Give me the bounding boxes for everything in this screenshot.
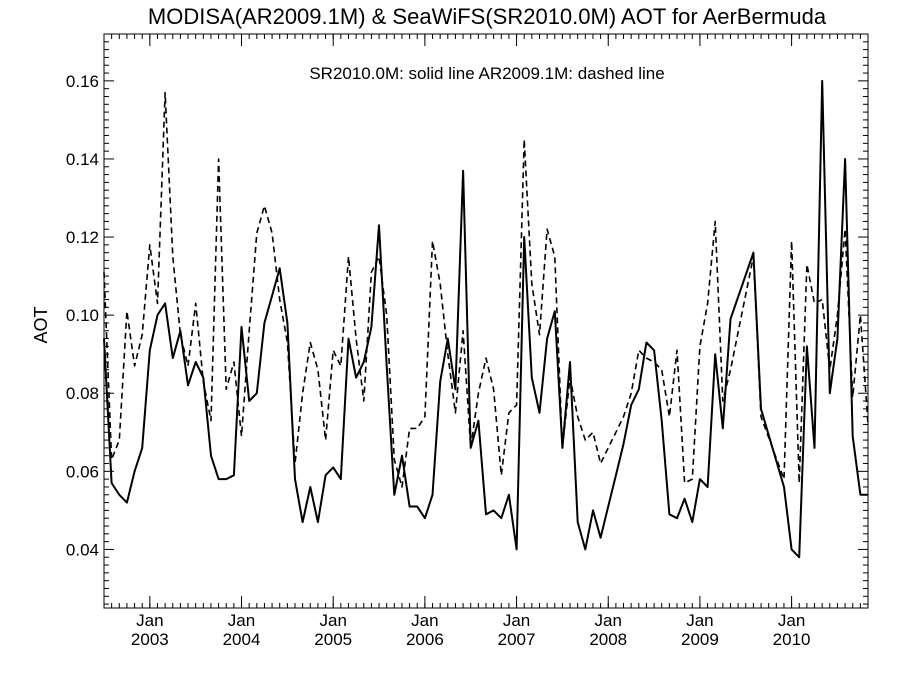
x-tick-year-label: 2008 <box>589 630 627 649</box>
series-line-solid <box>103 79 868 559</box>
x-tick-month-label: Jan <box>503 611 530 630</box>
legend-annotation: SR2010.0M: solid line AR2009.1M: dashed … <box>309 64 664 83</box>
x-tick-month-label: Jan <box>136 611 163 630</box>
y-tick-label: 0.08 <box>66 384 99 403</box>
x-tick-labels: Jan2003Jan2004Jan2005Jan2006Jan2007Jan20… <box>131 611 811 649</box>
x-tick-year-label: 2004 <box>223 630 261 649</box>
series-lines <box>103 79 869 559</box>
plot-frame <box>103 33 869 609</box>
y-tick-label: 0.14 <box>66 150 99 169</box>
y-tick-label: 0.12 <box>66 228 99 247</box>
y-tick-labels: 0.04 0.06 0.08 0.10 0.12 0.14 0.16 <box>66 72 99 560</box>
x-tick-month-label: Jan <box>228 611 255 630</box>
y-tick-label: 0.10 <box>66 306 99 325</box>
chart-title: MODISA(AR2009.1M) & SeaWiFS(SR2010.0M) A… <box>148 4 827 29</box>
x-tick-year-label: 2007 <box>498 630 536 649</box>
x-tick-month-label: Jan <box>778 611 805 630</box>
y-tick-label: 0.16 <box>66 72 99 91</box>
x-tick-month-label: Jan <box>319 611 346 630</box>
series-line-dashed <box>103 91 869 488</box>
x-tick-year-label: 2010 <box>773 630 811 649</box>
y-axis-label: AOT <box>31 306 51 343</box>
x-tick-year-label: 2006 <box>406 630 444 649</box>
x-tick-year-label: 2003 <box>131 630 169 649</box>
x-tick-year-label: 2009 <box>681 630 719 649</box>
x-tick-month-label: Jan <box>686 611 713 630</box>
x-tick-month-label: Jan <box>411 611 438 630</box>
x-tick-year-label: 2005 <box>314 630 352 649</box>
y-tick-label: 0.06 <box>66 462 99 481</box>
y-tick-label: 0.04 <box>66 540 99 559</box>
axis-ticks <box>103 34 869 608</box>
x-tick-month-label: Jan <box>595 611 622 630</box>
